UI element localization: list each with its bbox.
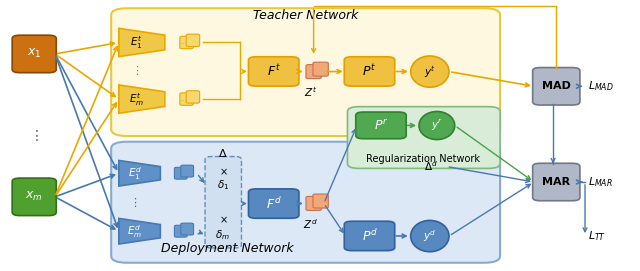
Text: $x_m$: $x_m$ — [26, 190, 43, 204]
FancyBboxPatch shape — [174, 225, 187, 237]
FancyBboxPatch shape — [186, 34, 200, 47]
FancyBboxPatch shape — [12, 35, 56, 73]
Text: $\times$: $\times$ — [218, 167, 227, 177]
FancyBboxPatch shape — [12, 178, 56, 215]
FancyBboxPatch shape — [111, 8, 500, 136]
Text: $\cdots$: $\cdots$ — [179, 40, 188, 46]
Text: $L_{TT}$: $L_{TT}$ — [588, 229, 607, 243]
FancyBboxPatch shape — [248, 57, 299, 86]
FancyBboxPatch shape — [313, 62, 328, 76]
Text: $\cdots$: $\cdots$ — [179, 96, 188, 102]
Polygon shape — [119, 28, 165, 57]
Text: $y^r$: $y^r$ — [431, 118, 443, 133]
Text: $P^d$: $P^d$ — [362, 228, 378, 244]
Text: $E_1^t$: $E_1^t$ — [130, 34, 143, 51]
Text: MAD: MAD — [542, 81, 571, 91]
Ellipse shape — [419, 111, 455, 140]
FancyBboxPatch shape — [174, 167, 187, 179]
Text: $E_1^d$: $E_1^d$ — [127, 165, 141, 182]
Text: MAR: MAR — [542, 177, 570, 187]
FancyBboxPatch shape — [180, 223, 193, 235]
Polygon shape — [119, 218, 161, 244]
Text: $y^t$: $y^t$ — [424, 64, 436, 79]
Text: $L_{MAR}$: $L_{MAR}$ — [588, 175, 613, 189]
Text: $\vdots$: $\vdots$ — [29, 128, 39, 143]
Text: $Z^t$: $Z^t$ — [304, 85, 317, 99]
Text: $y^d$: $y^d$ — [423, 228, 436, 244]
FancyBboxPatch shape — [532, 163, 580, 201]
Text: Deployment Network: Deployment Network — [161, 243, 294, 256]
Text: $x_1$: $x_1$ — [27, 47, 42, 60]
Text: $\times$: $\times$ — [218, 215, 227, 225]
Text: $E_m^t$: $E_m^t$ — [129, 91, 144, 108]
FancyBboxPatch shape — [180, 93, 193, 105]
Text: $P^t$: $P^t$ — [362, 64, 376, 79]
Text: $\vdots$: $\vdots$ — [129, 196, 137, 209]
FancyBboxPatch shape — [306, 64, 321, 79]
FancyBboxPatch shape — [344, 221, 395, 251]
Text: $Z^d$: $Z^d$ — [303, 217, 318, 231]
FancyBboxPatch shape — [344, 57, 395, 86]
Ellipse shape — [411, 220, 449, 252]
FancyBboxPatch shape — [180, 36, 193, 49]
FancyBboxPatch shape — [356, 112, 406, 139]
Text: $\delta_1$: $\delta_1$ — [217, 179, 229, 192]
Text: $P^r$: $P^r$ — [374, 118, 388, 133]
Text: $\Delta$: $\Delta$ — [218, 147, 228, 159]
Text: Teacher Network: Teacher Network — [253, 9, 358, 22]
Text: $\vdots$: $\vdots$ — [131, 64, 139, 77]
FancyBboxPatch shape — [313, 194, 328, 208]
Text: $E_m^d$: $E_m^d$ — [127, 223, 142, 240]
FancyBboxPatch shape — [180, 165, 193, 177]
FancyBboxPatch shape — [306, 196, 321, 211]
Text: $F^t$: $F^t$ — [267, 64, 280, 79]
FancyBboxPatch shape — [248, 189, 299, 218]
Text: $\delta_m$: $\delta_m$ — [216, 228, 230, 242]
Text: Regularization Network: Regularization Network — [367, 154, 481, 164]
FancyBboxPatch shape — [186, 91, 200, 103]
FancyBboxPatch shape — [348, 107, 500, 168]
Text: $L_{MAD}$: $L_{MAD}$ — [588, 79, 614, 93]
Text: $F^d$: $F^d$ — [266, 196, 282, 212]
Text: $\Delta^d$: $\Delta^d$ — [424, 160, 437, 173]
Polygon shape — [119, 160, 161, 186]
FancyBboxPatch shape — [205, 157, 241, 248]
Polygon shape — [119, 85, 165, 113]
FancyBboxPatch shape — [532, 67, 580, 105]
Ellipse shape — [411, 56, 449, 87]
FancyBboxPatch shape — [111, 142, 500, 263]
